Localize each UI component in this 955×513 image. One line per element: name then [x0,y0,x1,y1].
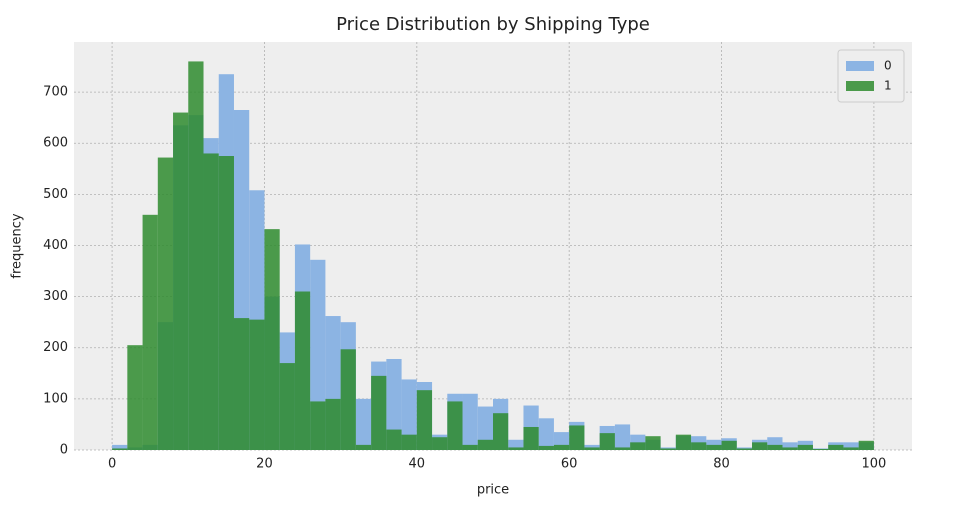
bar [599,433,615,450]
bar [233,318,250,450]
bar [553,444,570,450]
bar [736,448,753,450]
x-axis-label: price [477,483,509,498]
bar [279,363,295,450]
y-tick-label: 600 [43,136,68,151]
bar [249,319,265,450]
bar [173,112,189,450]
bar [843,447,859,450]
bar [508,439,524,450]
bar [264,229,280,450]
bar [614,447,631,450]
bar [112,448,128,450]
legend-label: 0 [884,59,892,73]
bar [157,157,174,450]
y-tick-label: 0 [60,443,68,458]
x-tick-label: 0 [108,457,116,472]
bar [645,436,661,450]
bar [294,291,311,450]
x-tick-label: 40 [409,457,426,472]
bars [112,61,874,451]
bar [218,156,234,451]
bar [508,447,524,450]
bar [493,413,509,450]
bar [188,61,204,451]
bar [584,447,600,450]
bar [767,444,783,450]
bar [797,444,813,450]
bar [462,393,478,450]
legend-label: 1 [884,79,892,93]
x-tick-label: 80 [713,457,730,472]
bar [477,439,493,450]
bar [203,153,219,450]
bar [569,425,585,450]
bar [614,424,631,450]
bar [843,442,859,450]
y-tick-label: 500 [43,187,68,202]
bar [706,444,722,450]
legend-box [837,49,905,103]
bar [112,444,128,450]
bar [310,401,326,450]
bar [401,379,417,450]
bar [325,398,341,450]
y-tick-label: 300 [43,289,68,304]
bar [386,429,402,450]
bar [371,375,387,450]
y-axis-label: frequency [10,213,25,279]
bar [340,349,356,450]
x-tick-label: 60 [561,457,578,472]
bar [355,398,372,450]
bar [416,390,433,450]
bar [691,442,707,450]
y-tick-label: 700 [43,85,68,100]
bar [630,442,646,450]
legend-swatch [846,81,874,91]
x-tick-label: 100 [861,457,886,472]
x-tick-label: 20 [256,457,273,472]
bar [447,401,463,450]
bar [538,445,554,450]
bar [660,448,676,450]
bar [812,448,829,450]
bar [401,434,417,450]
bar [462,444,478,450]
bar [538,418,554,450]
bar [675,434,692,450]
legend-swatch [846,61,874,71]
y-tick-label: 400 [43,238,68,253]
bar [828,444,844,450]
bar [127,345,143,450]
y-tick-label: 100 [43,391,68,406]
chart-title: Price Distribution by Shipping Type [336,14,650,35]
bar [752,442,768,450]
bar [721,440,737,450]
bar [477,406,493,450]
labels: 0 100 200 300 400 500 600 700 0 20 40 60 80 100 [43,85,886,472]
bar [782,447,798,450]
y-tick-label: 200 [43,340,68,355]
bar [523,426,539,450]
bar [858,440,874,450]
bar [386,358,402,450]
bar [142,214,158,450]
bar [355,444,372,450]
bar [432,437,448,450]
bar [782,442,798,450]
